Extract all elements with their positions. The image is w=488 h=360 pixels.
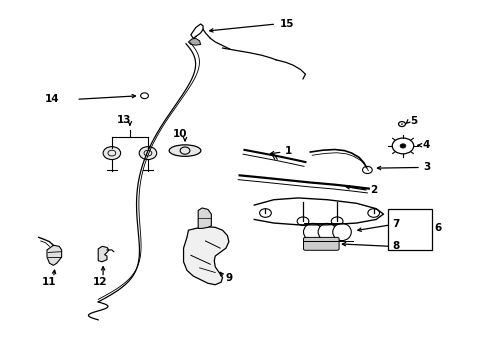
Polygon shape: [47, 245, 61, 265]
FancyBboxPatch shape: [303, 237, 338, 250]
Circle shape: [103, 147, 121, 159]
Text: 13: 13: [117, 115, 131, 125]
Polygon shape: [98, 246, 109, 262]
Text: 10: 10: [172, 129, 186, 139]
Text: 6: 6: [434, 224, 441, 233]
Circle shape: [399, 144, 405, 148]
Text: 4: 4: [422, 140, 429, 150]
Text: 1: 1: [284, 146, 291, 156]
Text: 5: 5: [409, 116, 417, 126]
Ellipse shape: [332, 224, 350, 240]
Circle shape: [330, 217, 342, 226]
Text: 12: 12: [92, 277, 107, 287]
Text: 2: 2: [369, 185, 377, 195]
Polygon shape: [183, 226, 228, 285]
Polygon shape: [198, 208, 211, 228]
Circle shape: [400, 123, 402, 125]
Bar: [387, 209, 431, 250]
Text: 7: 7: [391, 220, 399, 229]
Text: 8: 8: [391, 241, 399, 251]
Ellipse shape: [169, 145, 201, 156]
Polygon shape: [188, 39, 200, 45]
Text: 15: 15: [279, 19, 293, 29]
Ellipse shape: [303, 224, 322, 240]
Text: 14: 14: [44, 94, 59, 104]
Text: 9: 9: [225, 273, 233, 283]
Circle shape: [139, 147, 157, 159]
Circle shape: [367, 209, 379, 217]
Circle shape: [259, 209, 271, 217]
Ellipse shape: [318, 224, 336, 240]
Circle shape: [297, 217, 308, 226]
Text: 3: 3: [422, 162, 429, 172]
Text: 11: 11: [42, 277, 57, 287]
